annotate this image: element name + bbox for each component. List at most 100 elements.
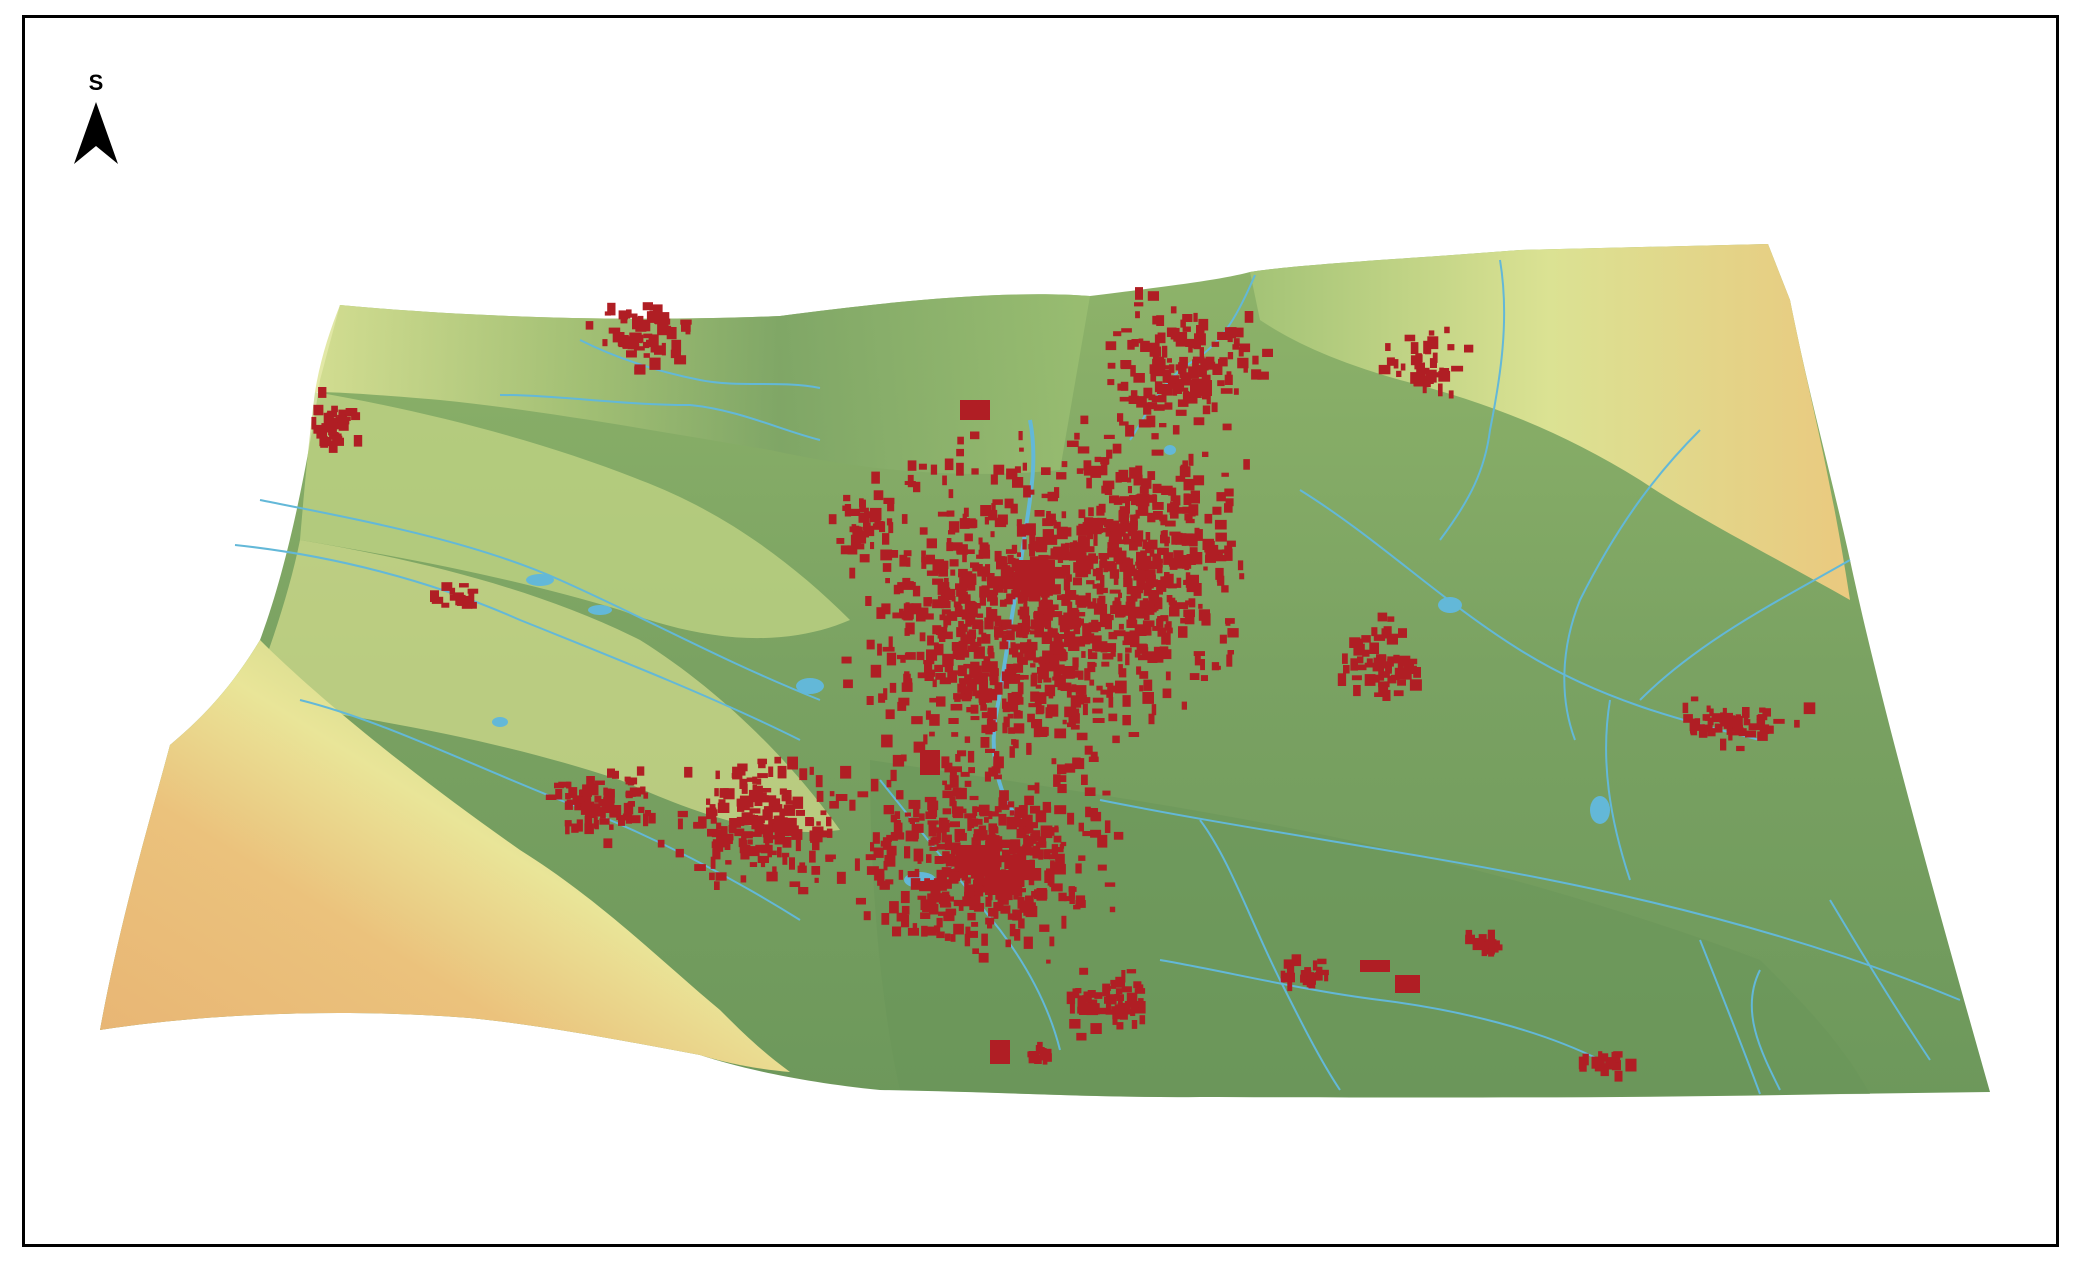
building bbox=[848, 508, 861, 516]
building bbox=[1096, 685, 1103, 691]
building bbox=[1088, 756, 1099, 762]
building bbox=[927, 635, 934, 646]
building bbox=[1238, 347, 1244, 357]
building bbox=[766, 871, 778, 882]
building bbox=[1176, 507, 1189, 514]
building bbox=[1061, 915, 1067, 929]
building bbox=[558, 781, 570, 788]
building bbox=[932, 578, 944, 585]
building bbox=[715, 770, 720, 780]
building bbox=[777, 847, 782, 858]
building bbox=[941, 756, 950, 769]
building bbox=[1070, 546, 1081, 559]
building bbox=[1048, 854, 1060, 860]
building bbox=[710, 809, 718, 816]
building bbox=[1120, 1011, 1128, 1020]
building bbox=[1148, 394, 1156, 401]
building bbox=[921, 550, 926, 563]
building bbox=[1090, 465, 1102, 478]
building bbox=[1070, 636, 1078, 648]
building bbox=[742, 831, 753, 839]
building bbox=[1060, 841, 1067, 847]
building bbox=[1103, 562, 1108, 573]
building bbox=[906, 557, 911, 567]
building bbox=[942, 475, 947, 486]
building bbox=[1088, 507, 1094, 517]
building bbox=[1072, 757, 1081, 764]
building bbox=[809, 766, 814, 775]
building bbox=[887, 498, 895, 512]
building bbox=[988, 509, 998, 521]
building bbox=[1148, 539, 1158, 550]
building bbox=[987, 839, 994, 850]
building bbox=[1135, 509, 1140, 519]
building bbox=[343, 417, 350, 425]
building bbox=[812, 841, 820, 851]
building bbox=[737, 763, 748, 772]
building bbox=[1138, 655, 1150, 661]
building bbox=[947, 671, 958, 683]
building bbox=[1037, 676, 1043, 684]
building bbox=[963, 663, 974, 669]
building bbox=[1143, 387, 1153, 399]
building bbox=[957, 683, 967, 693]
building bbox=[1025, 905, 1038, 918]
building bbox=[1214, 519, 1227, 530]
building bbox=[930, 464, 938, 475]
building bbox=[1369, 642, 1379, 654]
building bbox=[1211, 662, 1220, 671]
building bbox=[1181, 701, 1187, 710]
building bbox=[923, 734, 928, 745]
building bbox=[777, 765, 787, 779]
building bbox=[685, 329, 691, 335]
building bbox=[1600, 1066, 1607, 1076]
building bbox=[1142, 625, 1152, 636]
building bbox=[1186, 583, 1194, 593]
building bbox=[1611, 1051, 1621, 1061]
building bbox=[1032, 849, 1044, 859]
building bbox=[1050, 860, 1055, 871]
building bbox=[992, 499, 1003, 505]
building bbox=[949, 559, 959, 567]
building bbox=[1069, 1003, 1075, 1014]
building bbox=[940, 560, 949, 570]
building bbox=[1152, 354, 1159, 362]
building bbox=[1029, 489, 1035, 495]
building bbox=[1190, 490, 1200, 504]
building bbox=[966, 707, 977, 713]
building bbox=[1224, 374, 1233, 385]
building bbox=[1069, 542, 1081, 549]
building bbox=[1014, 929, 1021, 941]
building bbox=[1227, 628, 1239, 638]
building bbox=[1134, 538, 1142, 547]
building bbox=[937, 595, 949, 608]
building bbox=[1024, 795, 1034, 806]
building bbox=[1070, 724, 1080, 730]
building bbox=[1394, 667, 1406, 680]
building bbox=[1138, 998, 1144, 1008]
building bbox=[739, 799, 750, 811]
building bbox=[1003, 578, 1013, 589]
building bbox=[1118, 623, 1124, 630]
building bbox=[852, 534, 858, 541]
building bbox=[584, 793, 591, 806]
building bbox=[825, 854, 836, 860]
building bbox=[1001, 634, 1007, 644]
building bbox=[1013, 723, 1025, 734]
building bbox=[976, 554, 984, 559]
building bbox=[1151, 704, 1157, 716]
building bbox=[1041, 631, 1053, 644]
building bbox=[1013, 890, 1019, 900]
building bbox=[1015, 643, 1022, 650]
building bbox=[1035, 620, 1045, 628]
building bbox=[1098, 553, 1110, 560]
building bbox=[1136, 559, 1147, 570]
building bbox=[1465, 934, 1475, 945]
building bbox=[957, 665, 967, 677]
building bbox=[459, 583, 469, 588]
building bbox=[942, 790, 954, 799]
building bbox=[1187, 574, 1199, 588]
building bbox=[1088, 517, 1100, 528]
building bbox=[927, 820, 939, 825]
building bbox=[1022, 462, 1027, 471]
